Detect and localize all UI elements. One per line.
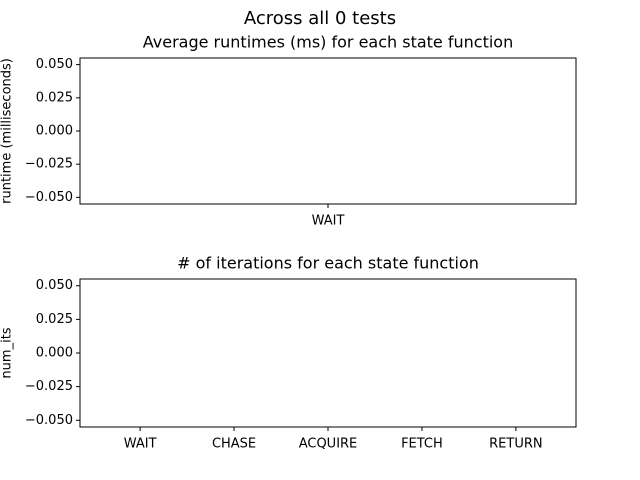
y-tick-label: −0.025 xyxy=(25,379,73,394)
figure-title: Across all 0 tests xyxy=(244,8,396,29)
y-tick-label: 0.025 xyxy=(36,90,73,105)
x-tick-label: WAIT xyxy=(312,214,345,229)
y-tick-label: 0.050 xyxy=(36,57,73,72)
chart-title: # of iterations for each state function xyxy=(177,254,479,273)
x-tick-label: RETURN xyxy=(489,437,542,452)
y-tick-label: 0.000 xyxy=(36,124,73,139)
y-tick-label: −0.050 xyxy=(25,190,73,205)
chart-title: Average runtimes (ms) for each state fun… xyxy=(143,33,513,52)
x-tick-label: CHASE xyxy=(212,437,256,452)
y-tick-label: 0.000 xyxy=(36,346,73,361)
y-tick-label: −0.025 xyxy=(25,157,73,172)
y-tick-label: 0.025 xyxy=(36,312,73,327)
x-tick-label: FETCH xyxy=(401,437,443,452)
x-tick-label: ACQUIRE xyxy=(299,437,358,452)
y-tick-label: 0.050 xyxy=(36,278,73,293)
plot-frame xyxy=(79,57,577,205)
y-axis-label: num_its xyxy=(0,327,15,378)
y-tick-label: −0.050 xyxy=(25,413,73,428)
y-axis-label: runtime (milliseconds) xyxy=(0,58,15,204)
plot-frame xyxy=(79,278,577,428)
x-tick-label: WAIT xyxy=(124,437,157,452)
